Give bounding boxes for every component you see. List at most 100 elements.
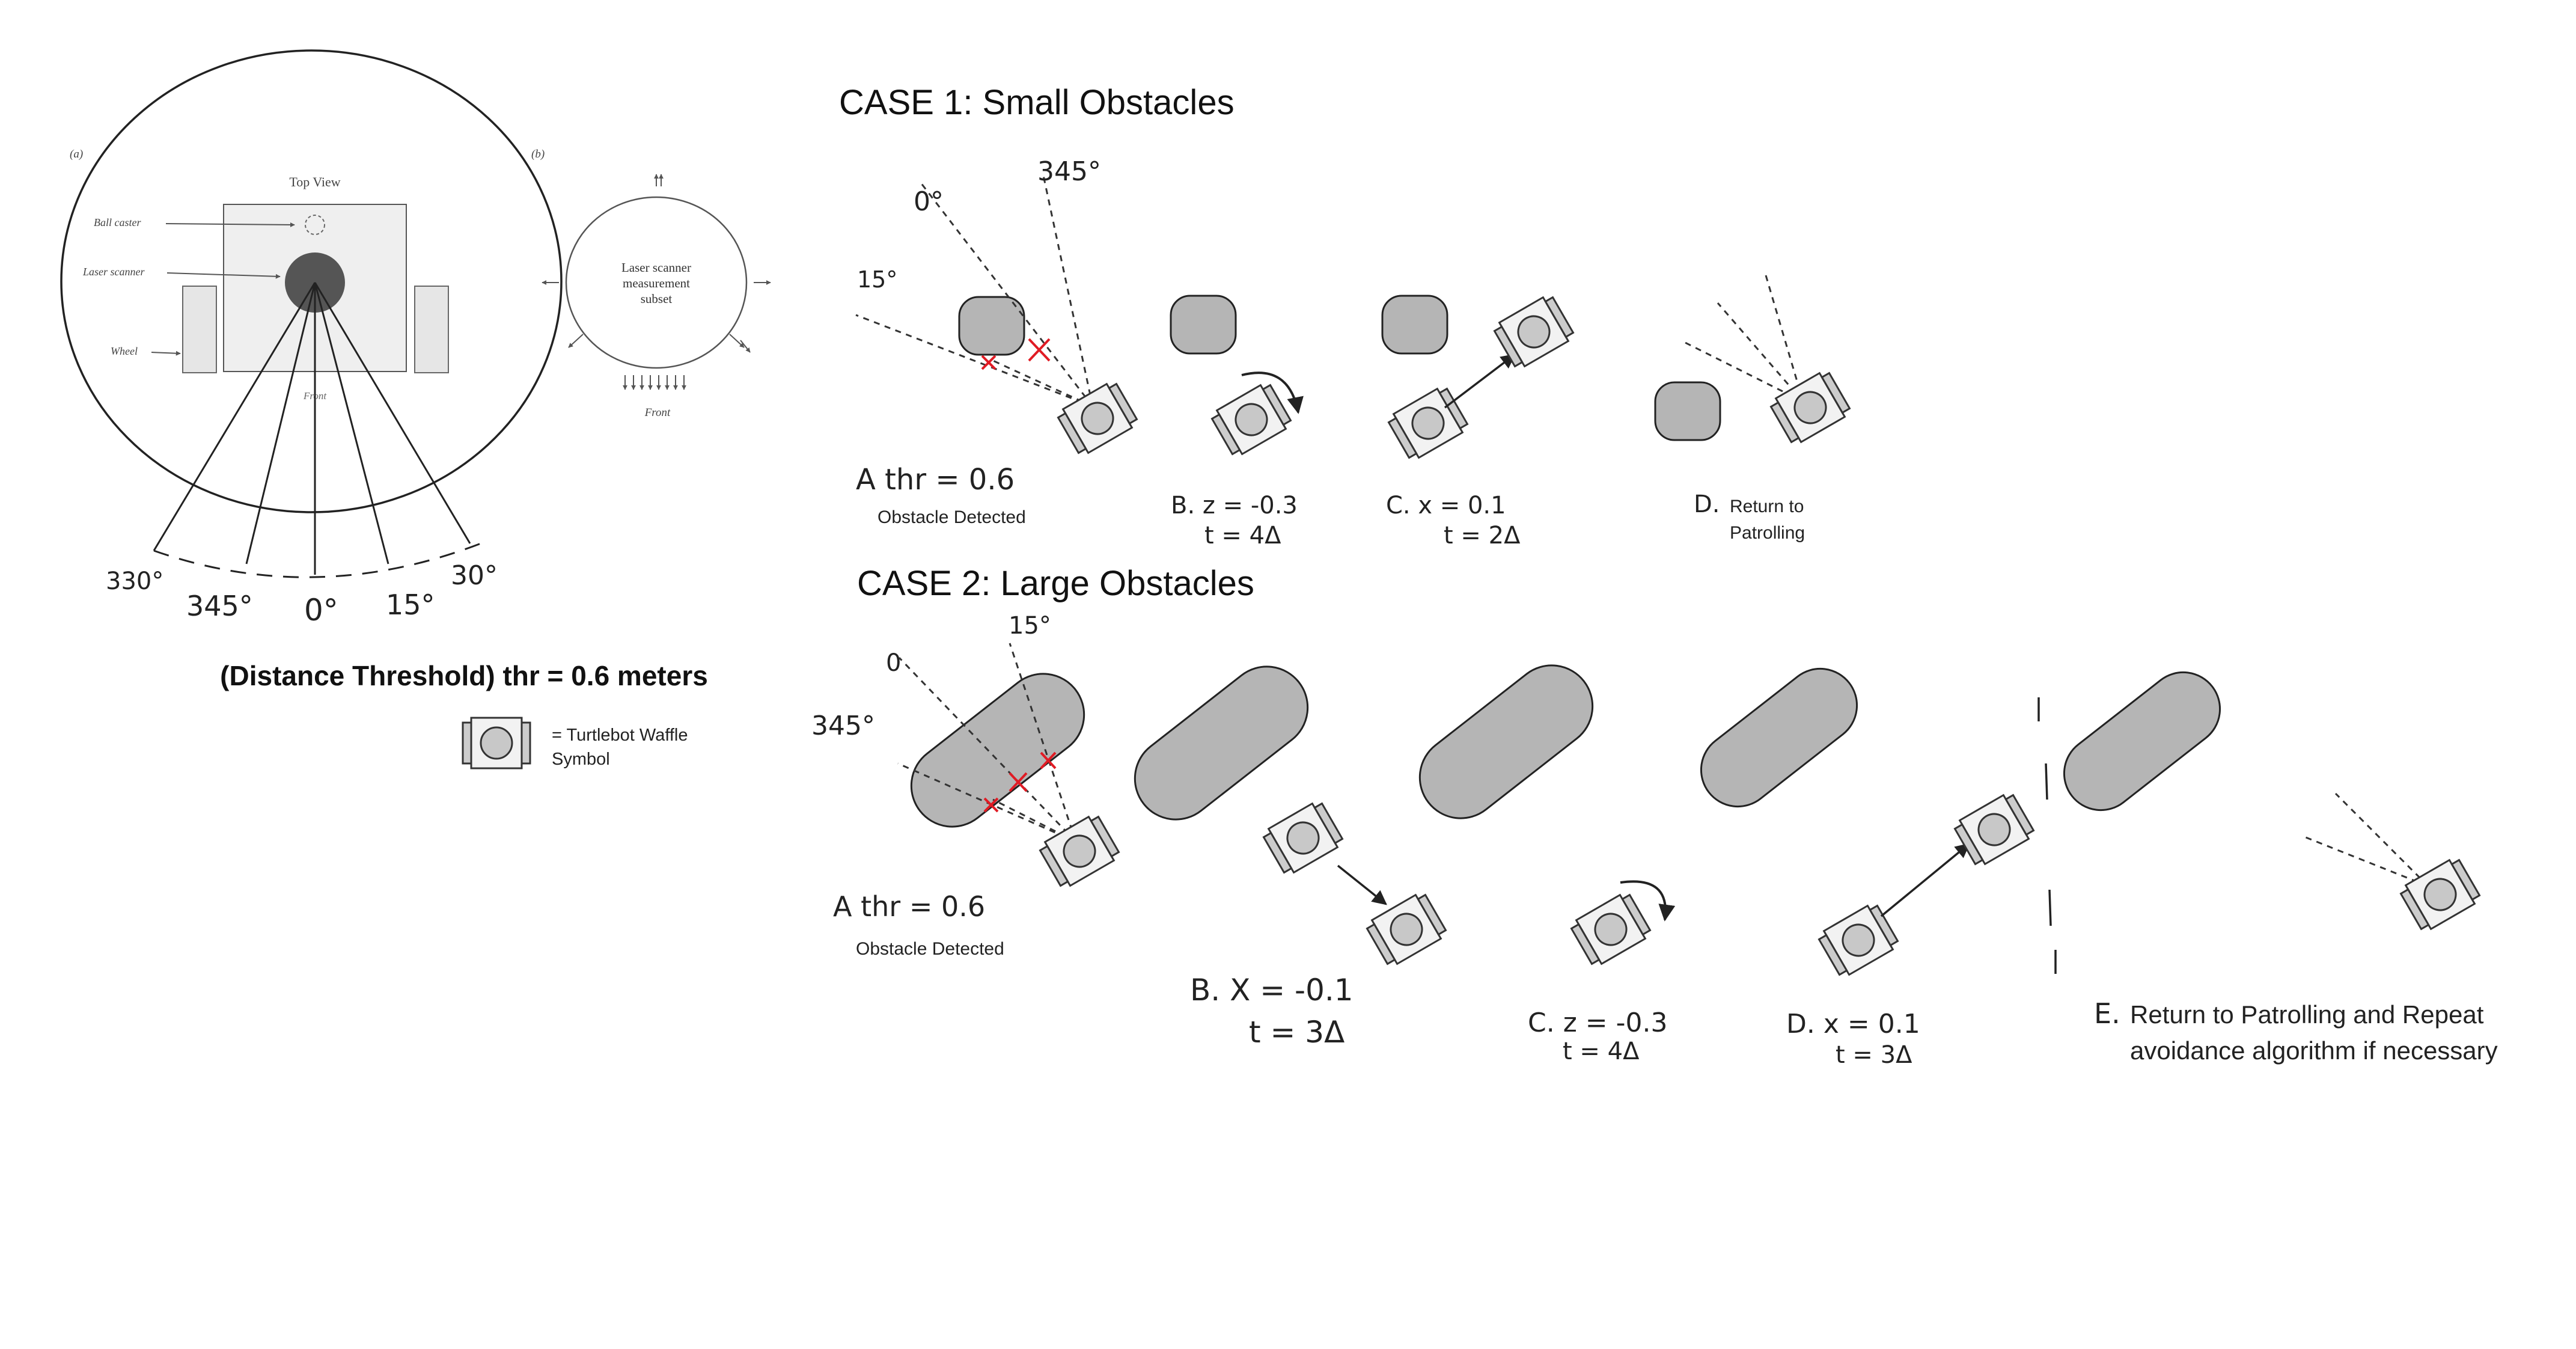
rotation-arrow [1620,880,1676,922]
small-obstacle [1170,295,1237,355]
case-1-step-a: 0° 345° 15° A thr = 0.6 Obstacle Detecte… [855,156,1140,527]
movement-arrow [1880,843,1970,917]
step-c-line1: C. x = 0.1 [1386,492,1506,519]
hit-marker [983,751,1057,813]
large-obstacle [1700,667,1858,808]
legend-label-line1: = Turtlebot Waffle [552,726,688,745]
turtlebot-robot [2397,855,2483,934]
wheel-pointer [151,350,181,356]
small-obstacle [1381,295,1448,355]
wheel-label: Wheel [111,345,138,357]
top-view-title: Top View [289,174,340,189]
step-a-caption: Obstacle Detected [877,507,1026,527]
scan-rays [153,282,471,575]
large-obstacle [1418,664,1594,819]
legend-label-line2: Symbol [552,750,610,769]
step-c-line1: C. z = -0.3 [1528,1008,1667,1038]
turtlebot-robot [1768,368,1853,447]
subset-label-line2: measurement [623,276,690,290]
movement-arrow [1444,353,1516,409]
angle-label-330: 330° [106,567,163,595]
small-obstacle [958,296,1025,356]
front-arrows [623,375,686,390]
angle-15-label: 15° [1009,612,1051,640]
case-1-small-obstacles: CASE 1: Small Obstacles 0° 345° 15° A th… [839,83,1853,549]
ball-caster-label: Ball caster [94,216,141,228]
step-b-line2: t = 3Δ [1249,1015,1344,1050]
case-1-step-d: D. Return to Patrolling [1654,275,1853,543]
case-2-step-a: 0 15° 345° A thr = 0.6 Obstacle Detected [811,612,1122,959]
left-wheel [182,286,217,373]
rotation-arrow [1241,372,1304,414]
angle-0-label: 0° [914,186,944,217]
front-label-b: Front [644,406,671,419]
step-b-line1: B. X = -0.1 [1190,973,1354,1008]
laser-scanner-pointer [166,272,281,279]
angle-345-label: 345° [1037,156,1101,187]
ball-caster [305,215,325,235]
case-1-step-c: C. x = 0.1 t = 2Δ [1381,292,1576,549]
laser-beams [1685,275,1804,403]
step-a-formula: A thr = 0.6 [833,890,985,923]
laser-beams [2304,792,2429,887]
right-wheel [414,286,449,373]
case-2-step-c: C. z = -0.3 t = 4Δ [1418,664,1676,1065]
case-1-title: CASE 1: Small Obstacles [839,83,1235,122]
large-obstacle [2063,671,2221,812]
turtlebot-robot [1055,379,1140,458]
step-d-line2: t = 3Δ [1836,1041,1912,1069]
step-c-line2: t = 4Δ [1563,1038,1640,1065]
step-b-line2: t = 4Δ [1204,522,1281,549]
sensor-figure: (a) (b) Top View Ball caster Laser scann… [60,49,771,769]
case-2-title: CASE 2: Large Obstacles [857,564,1254,603]
large-obstacle [910,673,1085,828]
step-e-line2: avoidance algorithm if necessary [2130,1036,2498,1065]
turtlebot-robot [1568,890,1653,969]
laser-beams [855,175,1094,408]
turtlebot-robot [1491,292,1576,372]
step-c-line2: t = 2Δ [1444,522,1521,549]
case-2-large-obstacles: CASE 2: Large Obstacles 0 15° 345° A thr… [811,564,2498,1069]
step-a-formula: A thr = 0.6 [856,463,1015,497]
panel-b-label: (b) [531,148,545,161]
ball-caster-pointer [165,222,295,227]
angle-label-30: 30° [451,560,498,591]
turtlebot-robot [1260,798,1346,878]
case-1-step-b: B. z = -0.3 t = 4Δ [1170,295,1304,549]
angle-0-label: 0 [886,649,901,677]
step-e-line1: Return to Patrolling and Repeat [2130,1000,2484,1029]
turtlebot-robot [1385,384,1471,463]
subset-label-line3: subset [641,292,673,306]
step-d-prefix: D. [1694,491,1720,518]
step-e-prefix: E. [2094,997,2120,1030]
angle-label-15: 15° [386,589,435,621]
panel-a-label: (a) [70,148,83,161]
angle-label-345: 345° [186,590,253,622]
step-d-line2: Patrolling [1730,523,1805,543]
step-d-line1: D. x = 0.1 [1786,1009,1920,1039]
movement-arrow [1337,864,1387,905]
turtlebot-robot [1816,901,1901,980]
turtlebot-robot [1364,890,1449,969]
distance-threshold-text: (Distance Threshold) thr = 0.6 meters [220,660,708,691]
angle-label-0: 0° [304,593,338,628]
turtlebot-robot [1952,790,2037,869]
laser-scanner-label: Laser scanner [82,266,145,278]
large-obstacle [1134,665,1309,821]
hit-marker [981,338,1051,370]
case-2-step-d: D. x = 0.1 t = 3Δ [1700,667,2037,1069]
measurement-subset-circle [565,196,748,369]
step-b-line1: B. z = -0.3 [1171,492,1298,519]
subset-label-line1: Laser scanner [621,260,691,275]
case-2-step-e: E. Return to Patrolling and Repeat avoid… [2063,671,2498,1065]
subset-arrows [542,174,771,353]
turtlebot-robot [1037,812,1122,891]
scan-range-ellipse [60,49,563,513]
case-2-step-b: B. X = -0.1 t = 3Δ [1134,665,1449,1050]
step-a-caption: Obstacle Detected [856,939,1004,959]
section-divider [2037,697,2057,974]
small-obstacle [1654,381,1721,441]
angle-15-label: 15° [857,266,897,293]
angle-345-label: 345° [811,711,875,741]
